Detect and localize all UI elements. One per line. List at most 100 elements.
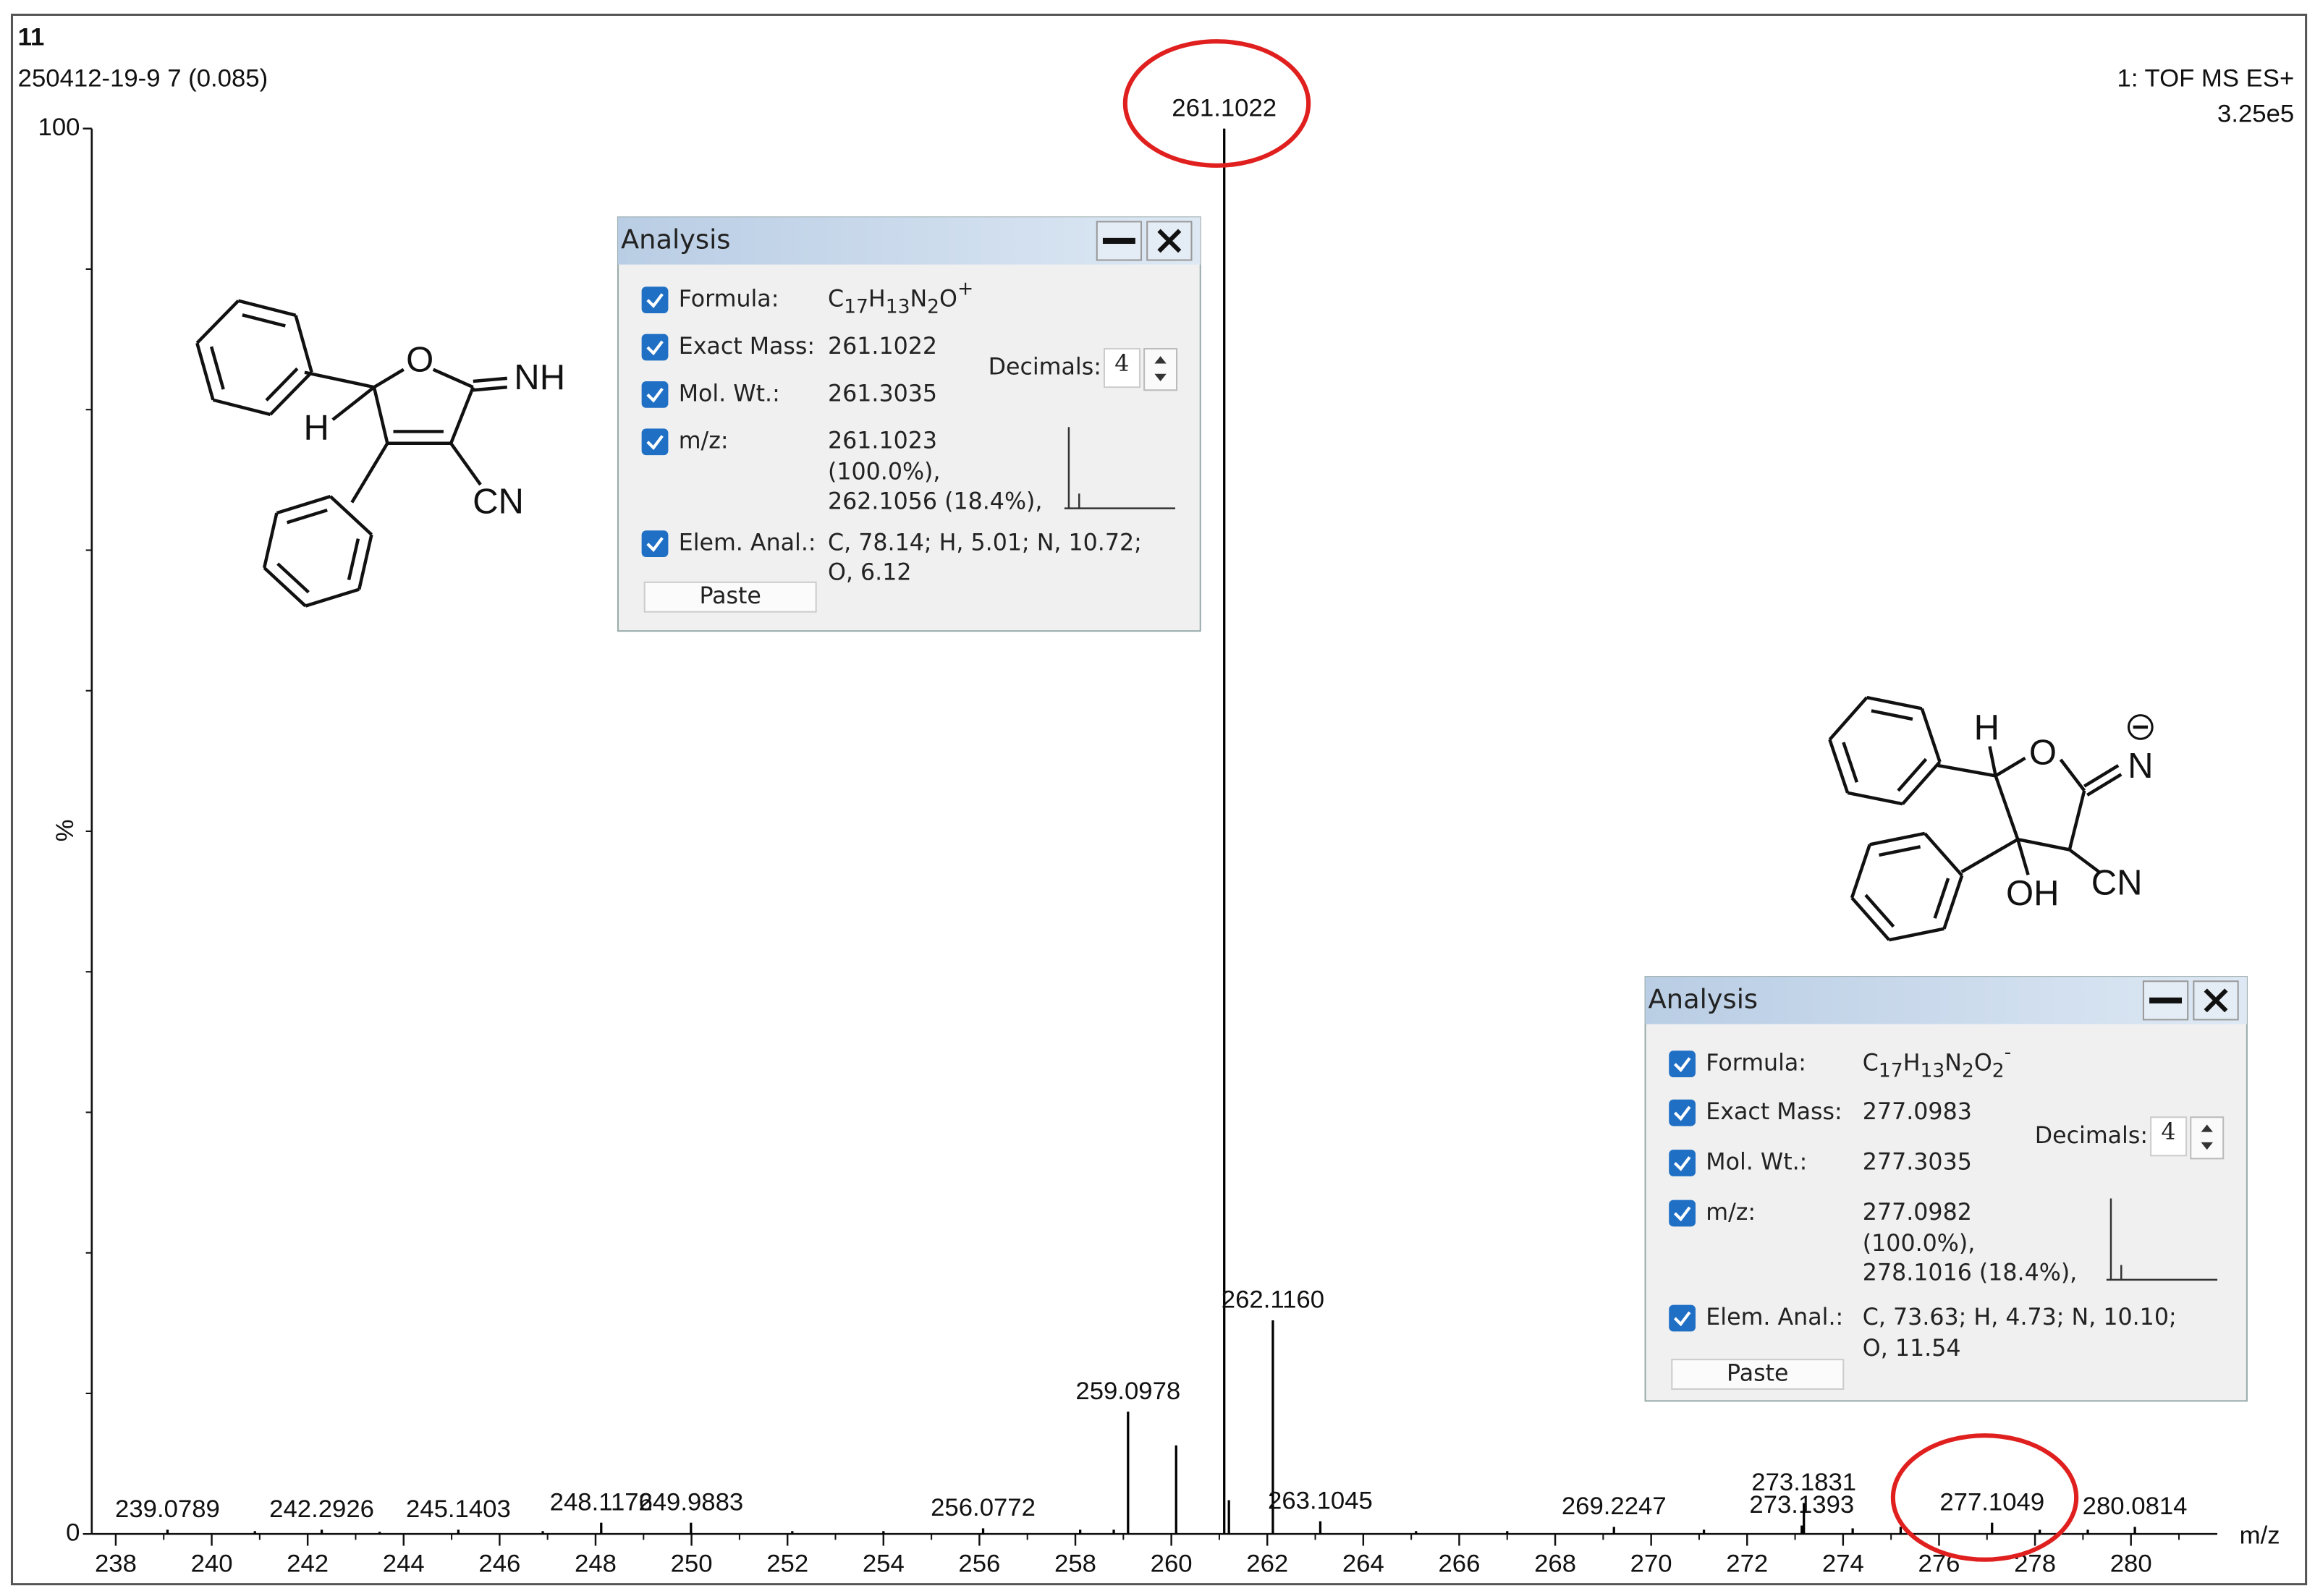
checkbox[interactable] bbox=[641, 381, 669, 408]
peak bbox=[1415, 1531, 1418, 1535]
peak bbox=[1800, 1525, 1803, 1535]
paste-button[interactable] bbox=[1671, 1359, 1845, 1391]
mz-line: (100.0%), bbox=[828, 459, 940, 485]
bond bbox=[195, 342, 215, 401]
bond bbox=[357, 534, 373, 590]
formula-part: O bbox=[939, 286, 957, 313]
bond bbox=[347, 538, 360, 580]
bond bbox=[265, 367, 299, 402]
decimals-spinner[interactable] bbox=[1143, 348, 1178, 391]
peak-label: 273.1831 bbox=[1751, 1469, 1856, 1496]
mol-wt: 277.3035 bbox=[1863, 1150, 1972, 1176]
decimals-box bbox=[1103, 348, 1141, 389]
peak bbox=[1851, 1528, 1854, 1535]
checkbox[interactable] bbox=[1669, 1050, 1696, 1078]
peak bbox=[378, 1532, 381, 1535]
decimals-spinner[interactable] bbox=[2190, 1116, 2225, 1160]
bond bbox=[1994, 756, 2026, 778]
checkbox[interactable] bbox=[641, 286, 669, 314]
check-mark bbox=[1673, 1105, 1691, 1121]
close-icon bbox=[2204, 988, 2228, 1013]
bond bbox=[473, 385, 507, 392]
peak bbox=[541, 1531, 544, 1535]
bond bbox=[286, 508, 328, 525]
field-label: Formula: bbox=[1706, 1050, 1806, 1077]
bond bbox=[2059, 758, 2086, 792]
x-tick-label: 272 bbox=[1726, 1550, 1768, 1577]
highlight-circle bbox=[1122, 39, 1311, 168]
peak bbox=[1899, 1527, 1903, 1535]
peak bbox=[981, 1528, 985, 1535]
elem-line: O, 11.54 bbox=[1863, 1336, 1961, 1362]
bond bbox=[2017, 837, 2070, 852]
bond bbox=[1866, 695, 1923, 710]
bond bbox=[1897, 757, 1928, 792]
bond bbox=[1828, 696, 1868, 741]
check-mark bbox=[1673, 1156, 1691, 1171]
bond bbox=[1988, 746, 1997, 776]
x-tick-label: 244 bbox=[383, 1550, 425, 1577]
peak bbox=[1175, 1445, 1177, 1535]
intensity: 3.25e5 bbox=[2217, 100, 2294, 127]
bond bbox=[1888, 927, 1944, 942]
peak-label: 245.1403 bbox=[406, 1495, 511, 1523]
decimals-value: 4 bbox=[1114, 351, 1129, 377]
x-axis-label: m/z bbox=[2240, 1521, 2280, 1549]
field-label: Mol. Wt.: bbox=[679, 381, 780, 407]
bond bbox=[473, 376, 507, 383]
peak bbox=[1223, 128, 1226, 1535]
decimals-value: 4 bbox=[2161, 1119, 2175, 1145]
x-tick-label: 254 bbox=[863, 1550, 905, 1577]
bond bbox=[1850, 844, 1871, 899]
checkbox[interactable] bbox=[1669, 1099, 1696, 1126]
x-tick-label: 274 bbox=[1822, 1550, 1864, 1577]
paste-label: Paste bbox=[699, 583, 761, 609]
peak bbox=[1112, 1529, 1115, 1535]
x-tick-label: 262 bbox=[1246, 1550, 1288, 1577]
minimize-icon bbox=[1102, 237, 1135, 245]
paste-button[interactable] bbox=[643, 581, 817, 613]
x-tick-label: 270 bbox=[1630, 1550, 1672, 1577]
x-tick-label: 242 bbox=[287, 1550, 329, 1577]
formula-part: H bbox=[868, 286, 886, 313]
checkbox[interactable] bbox=[1669, 1200, 1696, 1227]
peak bbox=[1702, 1529, 1706, 1535]
x-tick-label: 248 bbox=[575, 1550, 617, 1577]
bond bbox=[1869, 831, 1926, 846]
check-mark bbox=[646, 387, 664, 403]
peak-label: 273.1393 bbox=[1749, 1491, 1854, 1519]
peak bbox=[2133, 1527, 2136, 1535]
peak bbox=[1506, 1531, 1509, 1535]
x-tick-label: 246 bbox=[478, 1550, 520, 1577]
analysis-panel: Analysis Formula: Exact Mass: Mol. Wt.: m/z:… bbox=[1644, 976, 2248, 1402]
formula: C17H13N2O2- bbox=[1863, 1042, 2011, 1082]
peak-label: 259.0978 bbox=[1075, 1378, 1180, 1405]
checkbox[interactable] bbox=[1669, 1150, 1696, 1176]
peak-label: 249.9883 bbox=[638, 1488, 743, 1516]
bond bbox=[268, 370, 313, 416]
formula: C17H13N2O+ bbox=[828, 278, 973, 318]
checkbox[interactable] bbox=[641, 530, 669, 558]
bond bbox=[1842, 742, 1859, 783]
charge-symbol bbox=[2127, 714, 2154, 740]
formula-part: - bbox=[2005, 1042, 2012, 1064]
peak bbox=[2086, 1529, 2089, 1535]
atom-label: OH bbox=[2006, 874, 2060, 913]
bond bbox=[350, 442, 389, 504]
checkbox[interactable] bbox=[641, 334, 669, 361]
peak-label: 248.1176 bbox=[550, 1488, 653, 1516]
peak bbox=[600, 1522, 603, 1535]
bond bbox=[2016, 839, 2030, 875]
bond bbox=[372, 386, 389, 444]
panel-body bbox=[617, 216, 1201, 632]
checkbox[interactable] bbox=[641, 428, 669, 456]
peak bbox=[791, 1531, 794, 1535]
peak-label: 242.2926 bbox=[269, 1495, 374, 1523]
formula-part: H bbox=[1903, 1050, 1921, 1077]
checkbox[interactable] bbox=[1669, 1304, 1696, 1332]
mol-wt: 261.3035 bbox=[828, 381, 937, 407]
check-mark bbox=[1673, 1206, 1691, 1222]
bond bbox=[329, 495, 373, 536]
bond bbox=[2086, 773, 2123, 797]
peak bbox=[1319, 1521, 1322, 1535]
